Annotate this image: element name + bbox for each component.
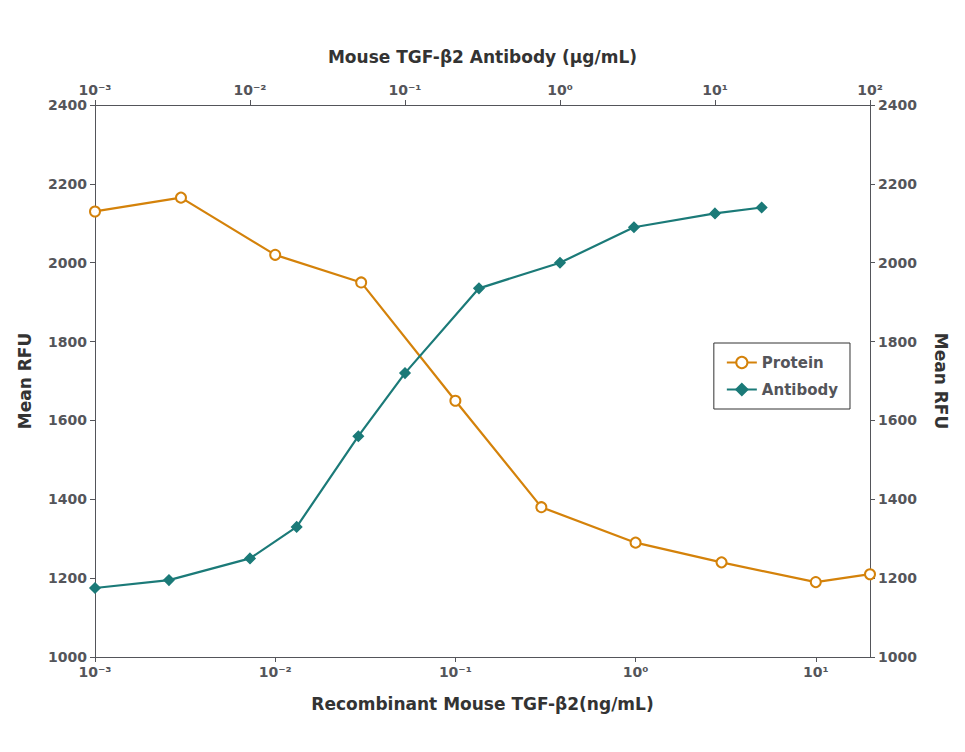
- svg-text:Protein: Protein: [762, 354, 824, 372]
- svg-text:1600: 1600: [48, 412, 87, 428]
- svg-text:Mean RFU: Mean RFU: [15, 333, 35, 429]
- svg-text:10²: 10²: [857, 82, 883, 98]
- svg-text:1400: 1400: [878, 491, 917, 507]
- svg-text:10⁻³: 10⁻³: [78, 82, 111, 98]
- svg-text:10¹: 10¹: [803, 664, 829, 680]
- svg-text:1800: 1800: [878, 334, 917, 350]
- svg-text:1000: 1000: [878, 649, 917, 665]
- svg-text:10⁻²: 10⁻²: [233, 82, 266, 98]
- svg-text:Recombinant Mouse TGF-β2(ng/mL: Recombinant Mouse TGF-β2(ng/mL): [311, 694, 653, 714]
- svg-text:1000: 1000: [48, 649, 87, 665]
- svg-text:10⁻³: 10⁻³: [78, 664, 111, 680]
- svg-text:1200: 1200: [878, 570, 917, 586]
- svg-text:2000: 2000: [878, 255, 917, 271]
- svg-text:Antibody: Antibody: [762, 381, 838, 399]
- svg-text:Mean RFU: Mean RFU: [931, 333, 951, 429]
- svg-text:10⁰: 10⁰: [623, 664, 649, 680]
- svg-text:2400: 2400: [878, 97, 917, 113]
- svg-text:1400: 1400: [48, 491, 87, 507]
- svg-text:2200: 2200: [878, 176, 917, 192]
- svg-text:10⁻²: 10⁻²: [259, 664, 292, 680]
- svg-text:1600: 1600: [878, 412, 917, 428]
- svg-text:2400: 2400: [48, 97, 87, 113]
- svg-text:1800: 1800: [48, 334, 87, 350]
- svg-text:10¹: 10¹: [702, 82, 728, 98]
- svg-text:10⁰: 10⁰: [547, 82, 573, 98]
- svg-text:1200: 1200: [48, 570, 87, 586]
- svg-text:2000: 2000: [48, 255, 87, 271]
- svg-text:2200: 2200: [48, 176, 87, 192]
- svg-text:10⁻¹: 10⁻¹: [388, 82, 421, 98]
- svg-text:10⁻¹: 10⁻¹: [439, 664, 472, 680]
- svg-text:Mouse TGF-β2 Antibody (μg/mL): Mouse TGF-β2 Antibody (μg/mL): [328, 47, 637, 67]
